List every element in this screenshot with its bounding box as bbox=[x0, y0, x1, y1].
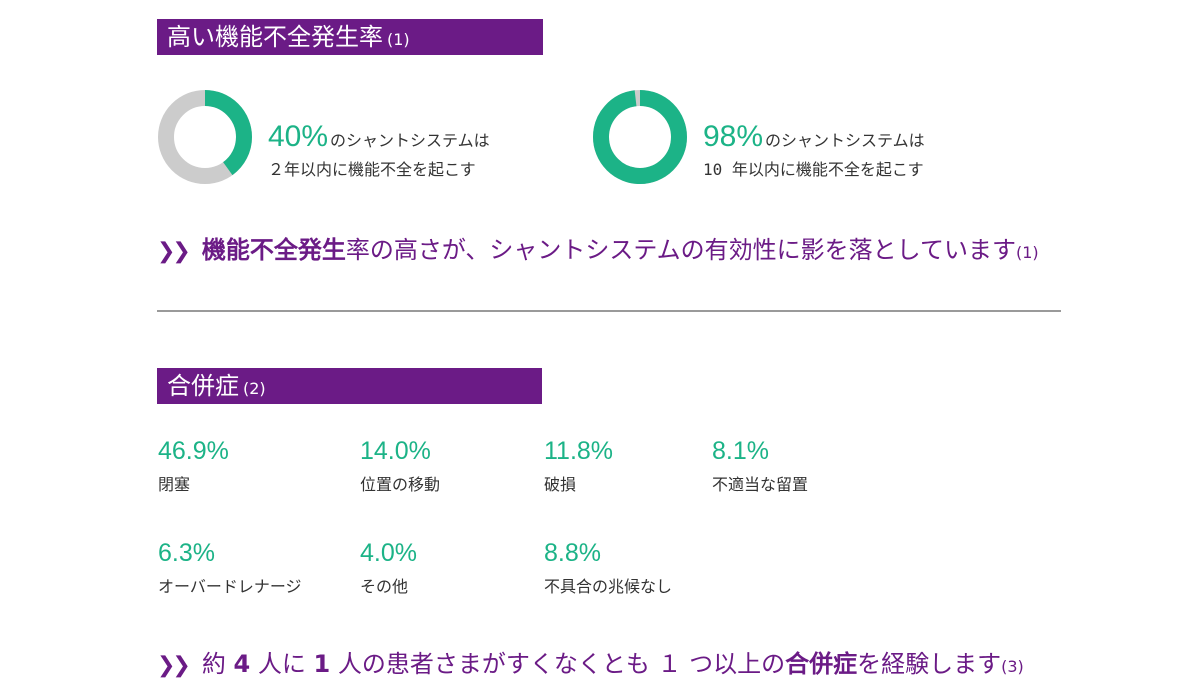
complication-label: 閉塞 bbox=[158, 475, 191, 494]
callout-text: 人に bbox=[257, 650, 306, 678]
callout-bold: 合併症 bbox=[785, 650, 858, 678]
complication-label: 破損 bbox=[544, 475, 577, 494]
complication-item: 8.8% 不具合の兆候なし bbox=[544, 539, 724, 597]
callout-text: を経験します bbox=[857, 650, 1002, 678]
complication-label: オーバードレナージ bbox=[158, 577, 302, 596]
stat-line2: ２年以内に機能不全を起こす bbox=[268, 160, 476, 179]
callout-text: 約 bbox=[201, 650, 226, 678]
section-title-text: 合併症 bbox=[167, 372, 239, 400]
complication-value: 11.8% bbox=[544, 437, 614, 465]
donut-arc bbox=[158, 90, 252, 184]
double-chevron-right-icon: ❯❯ bbox=[157, 653, 191, 678]
donut-arc bbox=[593, 90, 687, 184]
complication-value: 46.9% bbox=[158, 437, 229, 465]
complication-item: 6.3% オーバードレナージ bbox=[158, 539, 338, 597]
stat-line2: 10 年以内に機能不全を起こす bbox=[703, 160, 924, 179]
reference-mark: (1) bbox=[1015, 243, 1039, 262]
complication-item: 14.0% 位置の移動 bbox=[360, 437, 540, 495]
donut-chart-10-year bbox=[593, 90, 687, 184]
stat-line1: のシャントシステムは bbox=[330, 131, 490, 150]
callout-text: 率の高さが、シャントシステムの有効性に影を落としています bbox=[345, 236, 1016, 264]
stat-line1: のシャントシステムは bbox=[765, 131, 925, 150]
complication-label: その他 bbox=[360, 577, 409, 596]
double-chevron-right-icon: ❯❯ bbox=[157, 239, 191, 264]
reference-mark: (1) bbox=[387, 30, 410, 49]
reference-mark: (2) bbox=[243, 379, 266, 398]
section-title-complications: 合併症 (2) bbox=[157, 368, 542, 404]
stat-percent: 40% bbox=[268, 120, 329, 153]
complication-item: 11.8% 破損 bbox=[544, 437, 724, 495]
complication-value: 8.8% bbox=[544, 539, 601, 567]
stat-2-year: 40% のシャントシステムは ２年以内に機能不全を起こす bbox=[268, 120, 490, 180]
callout-number: 1 bbox=[313, 650, 331, 678]
complication-item: 8.1% 不適当な留置 bbox=[712, 437, 892, 495]
complication-label: 不具合の兆候なし bbox=[544, 577, 673, 596]
reference-mark: (3) bbox=[1001, 657, 1024, 676]
complication-item: 4.0% その他 bbox=[360, 539, 540, 597]
complication-item: 46.9% 閉塞 bbox=[158, 437, 338, 495]
complication-value: 4.0% bbox=[360, 539, 417, 567]
donut-chart-2-year bbox=[158, 90, 252, 184]
callout-text: 人の患者さまがすくなくとも bbox=[337, 650, 650, 678]
complication-value: 8.1% bbox=[712, 437, 769, 465]
section-title-dysfunction: 高い機能不全発生率 (1) bbox=[157, 19, 543, 55]
callout-number: １ bbox=[657, 650, 682, 678]
callout-text: つ以上の bbox=[689, 650, 786, 678]
callout-dysfunction: ❯❯ 機能不全発生率の高さが、シャントシステムの有効性に影を落としています(1) bbox=[157, 230, 1039, 265]
callout-complications: ❯❯ 約 4 人に 1 人の患者さまがすくなくとも １ つ以上の合併症を経験します… bbox=[157, 644, 1024, 679]
complication-label: 位置の移動 bbox=[360, 475, 441, 494]
callout-bold: 機能不全発生 bbox=[201, 236, 346, 264]
complication-label: 不適当な留置 bbox=[712, 475, 809, 494]
complication-value: 6.3% bbox=[158, 539, 215, 567]
stat-10-year: 98% のシャントシステムは 10 年以内に機能不全を起こす bbox=[703, 120, 925, 180]
section-title-text: 高い機能不全発生率 bbox=[167, 23, 383, 51]
stat-percent: 98% bbox=[703, 120, 764, 153]
divider bbox=[157, 310, 1061, 312]
complication-value: 14.0% bbox=[360, 437, 431, 465]
callout-number: 4 bbox=[233, 650, 251, 678]
